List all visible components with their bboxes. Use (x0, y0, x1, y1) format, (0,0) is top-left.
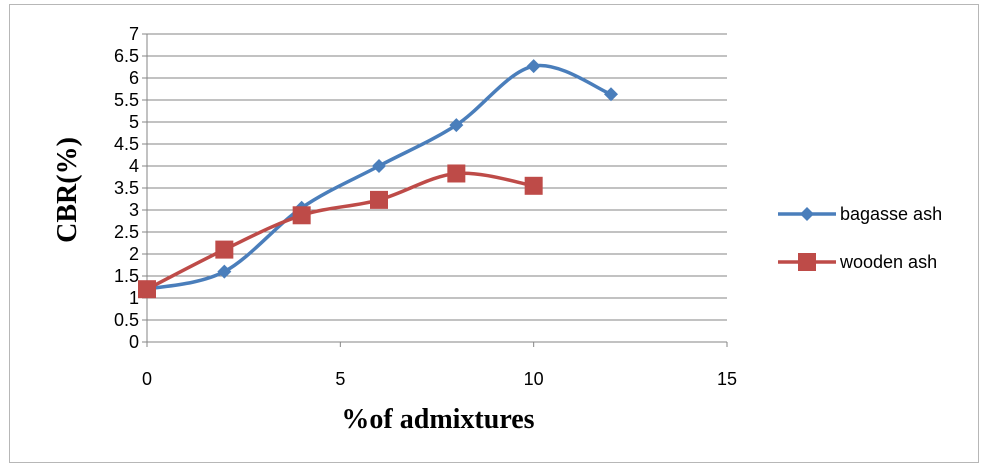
data-point-marker (370, 190, 388, 209)
gridlines (147, 33, 727, 321)
y-axis-title: CBR(%) (52, 137, 83, 243)
y-tick-label: 3.5 (114, 178, 139, 198)
legend-label: wooden ash (839, 252, 937, 272)
x-tick-label: 10 (524, 369, 544, 389)
y-tick-label: 3 (129, 200, 139, 220)
legend-marker (800, 207, 814, 221)
x-tick-label: 5 (335, 369, 345, 389)
x-tick-labels: 0 5 10 15 (142, 369, 737, 389)
data-point-marker (215, 240, 234, 259)
data-point-marker (447, 164, 466, 183)
data-point-marker (138, 280, 156, 299)
legend-marker (798, 253, 816, 271)
chart-frame (9, 4, 979, 463)
data-point-marker (604, 87, 618, 102)
y-tick-label: 2 (129, 244, 139, 264)
y-tick-labels: 00.511.522.533.544.555.566.57 (114, 24, 139, 352)
x-tick-label: 15 (717, 369, 737, 389)
series-markers (138, 59, 618, 299)
y-tick-label: 7 (129, 24, 139, 44)
y-tick-label: 4 (129, 156, 139, 176)
legend: bagasse ash wooden ash (778, 204, 942, 272)
x-tick-label: 0 (142, 369, 152, 389)
y-tick-label: 1 (129, 288, 139, 308)
y-tick-label: 6.5 (114, 46, 139, 66)
data-point-marker (372, 159, 386, 173)
y-tick-label: 0 (129, 332, 139, 352)
data-point-marker (449, 118, 464, 133)
y-tick-label: 4.5 (114, 134, 139, 154)
x-axis-title: %of admixtures (341, 404, 534, 435)
y-tick-label: 6 (129, 68, 139, 88)
y-tick-label: 2.5 (114, 222, 139, 242)
legend-label: bagasse ash (840, 204, 942, 224)
data-point-marker (524, 176, 543, 195)
series-line-1 (145, 171, 536, 291)
data-point-marker (217, 264, 232, 279)
data-point-marker (292, 206, 311, 225)
data-point-marker (526, 59, 541, 74)
y-tick-label: 0.5 (114, 310, 139, 330)
y-tick-label: 1.5 (114, 266, 139, 286)
y-tick-label: 5.5 (114, 90, 139, 110)
y-tick-label: 5 (129, 112, 139, 132)
axes (142, 33, 728, 347)
